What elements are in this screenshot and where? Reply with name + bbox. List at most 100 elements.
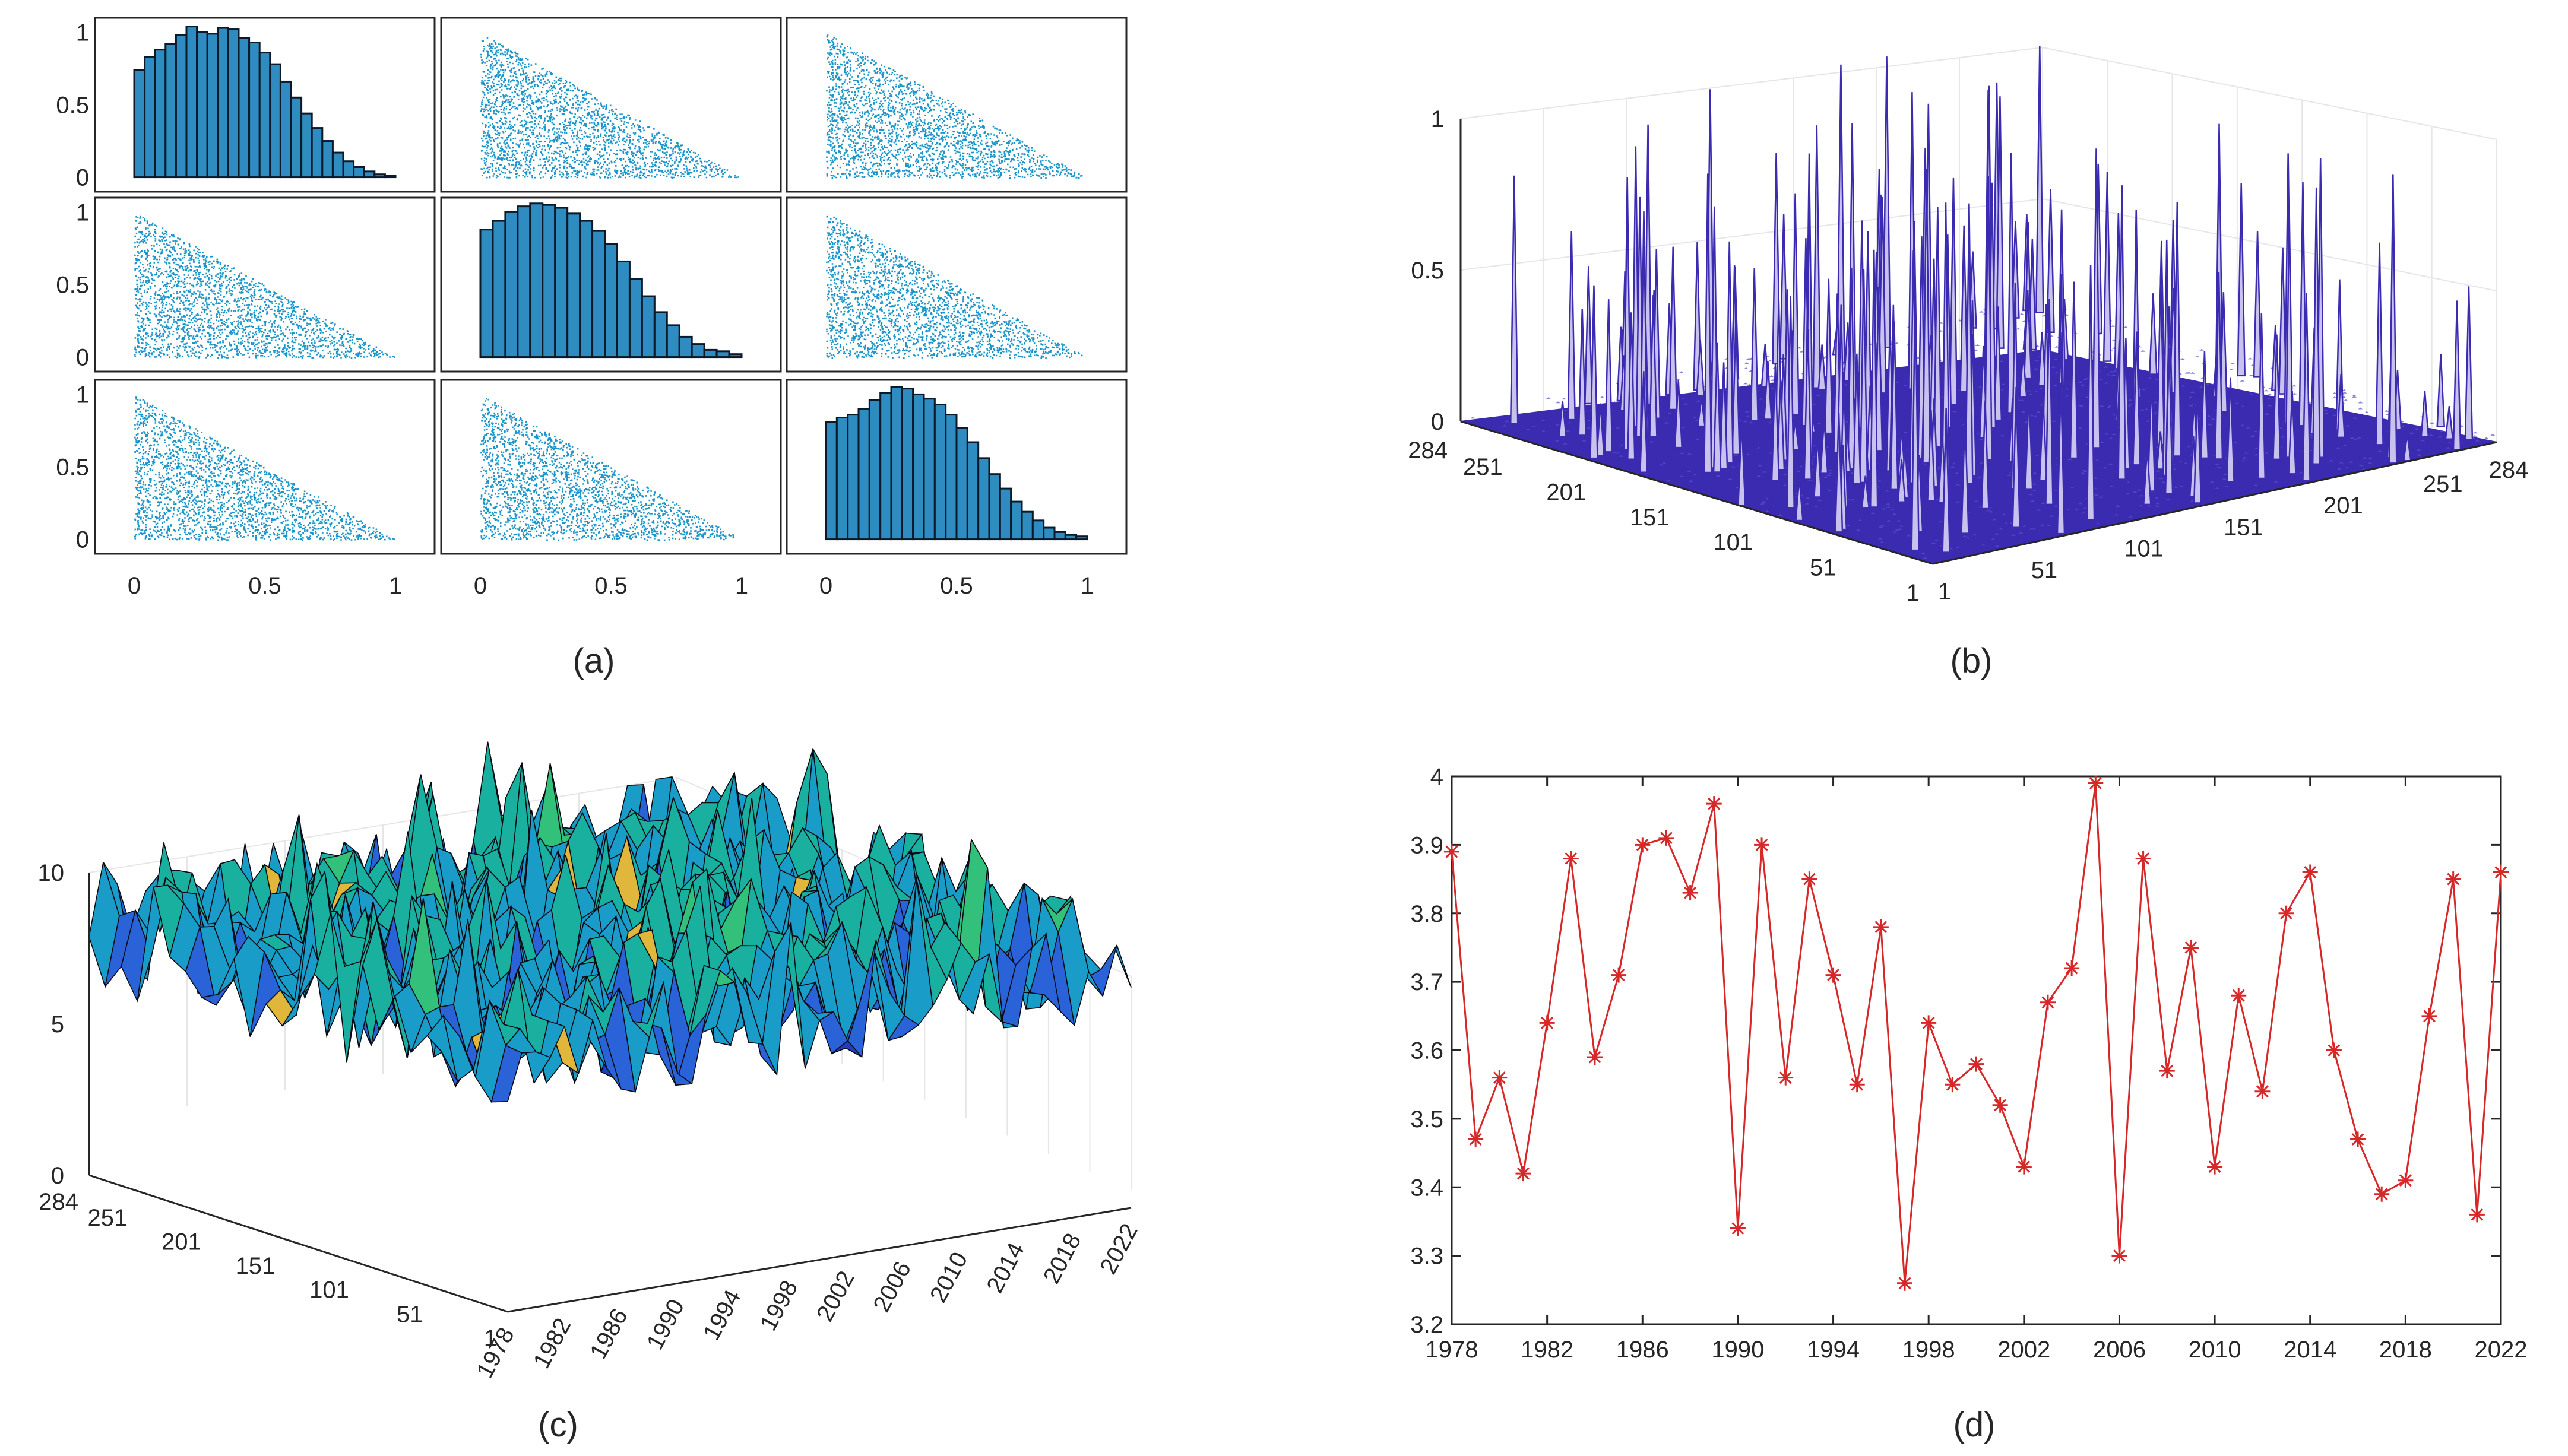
hist-bar bbox=[311, 127, 324, 179]
data-point-marker bbox=[1587, 1049, 1603, 1065]
surface-spike bbox=[2038, 400, 2048, 482]
hist-bar bbox=[901, 388, 914, 541]
y-tick: 101 bbox=[1713, 529, 1753, 556]
surface-spike bbox=[1795, 478, 1804, 522]
x-tick-label: 1994 bbox=[1807, 1337, 1860, 1363]
data-point-marker bbox=[1468, 1131, 1484, 1147]
data-point-marker bbox=[2421, 1008, 2437, 1024]
matrix-x-tick: 0 bbox=[474, 573, 487, 599]
surface-spike bbox=[1674, 380, 1683, 449]
matrix-y-tick: 0.5 bbox=[56, 455, 89, 481]
data-point-marker bbox=[1754, 837, 1770, 853]
hist-bar bbox=[279, 80, 292, 179]
x-tick-label: 1982 bbox=[1521, 1337, 1573, 1363]
y-tick: 1 bbox=[1907, 580, 1920, 606]
matrix-x-tick: 1 bbox=[389, 573, 402, 599]
data-point-marker bbox=[2183, 940, 2199, 956]
matrix-x-tick: 0 bbox=[819, 573, 832, 599]
data-point-marker bbox=[1515, 1166, 1531, 1182]
hist-bar bbox=[579, 220, 594, 359]
hist-bar bbox=[227, 28, 240, 179]
surface-spike bbox=[1859, 269, 1869, 484]
surface-spike bbox=[2147, 380, 2156, 492]
scatter-points bbox=[826, 34, 1083, 179]
x-tick: 1990 bbox=[642, 1295, 690, 1354]
surface-spike bbox=[1803, 329, 1813, 480]
hist-bar bbox=[258, 52, 271, 179]
surface-spike bbox=[2045, 299, 2054, 506]
y-tick-label: 3.2 bbox=[1410, 1312, 1443, 1338]
y-tick: 251 bbox=[87, 1205, 127, 1231]
surface-spike bbox=[1703, 173, 1712, 474]
data-point-marker bbox=[1682, 885, 1698, 901]
x-tick: 51 bbox=[2031, 557, 2058, 583]
surface-spike bbox=[1509, 175, 1519, 425]
surface-spike bbox=[1725, 241, 1734, 464]
x-tick-label: 1998 bbox=[1902, 1337, 1955, 1363]
surface-spike bbox=[1626, 312, 1636, 460]
y-axis bbox=[88, 1174, 508, 1313]
data-point-marker bbox=[1778, 1070, 1794, 1086]
hist-bar bbox=[342, 160, 355, 179]
hist-bar bbox=[666, 324, 680, 359]
hist-bar bbox=[363, 170, 376, 179]
matrix-cell-r1-c1 bbox=[440, 196, 782, 373]
hist-bar bbox=[1043, 526, 1056, 541]
hist-bar bbox=[728, 353, 743, 359]
surface-spike bbox=[1882, 56, 1891, 348]
hist-bar bbox=[554, 207, 569, 359]
data-point-marker bbox=[2135, 851, 2151, 867]
hist-bar bbox=[825, 421, 838, 541]
scatter-points bbox=[134, 215, 395, 359]
x-tick: 284 bbox=[2489, 457, 2529, 483]
hist-bar bbox=[566, 212, 581, 359]
surface-spike bbox=[1961, 414, 1969, 534]
surface-spike bbox=[2069, 281, 2079, 459]
data-point-marker bbox=[2159, 1063, 2175, 1079]
hist-bar bbox=[857, 408, 870, 541]
hist-bar bbox=[331, 151, 344, 179]
surface-spike bbox=[1584, 266, 1593, 405]
x-tick-label: 2018 bbox=[2379, 1337, 2432, 1363]
x-axis bbox=[507, 1207, 1132, 1313]
surface-spike bbox=[2056, 382, 2066, 535]
surface-spike bbox=[2102, 172, 2112, 362]
hist-bar bbox=[847, 414, 860, 541]
hist-bar bbox=[133, 69, 146, 179]
surface-spike bbox=[2219, 292, 2228, 413]
x-tick: 2002 bbox=[812, 1267, 860, 1325]
hist-bar bbox=[1064, 534, 1078, 541]
matrix-cell-r0-c2 bbox=[786, 17, 1128, 193]
surface-spike bbox=[1984, 176, 1993, 461]
data-point-marker bbox=[1658, 830, 1674, 846]
z-tick: 5 bbox=[51, 1011, 64, 1038]
data-point-marker bbox=[2350, 1131, 2366, 1147]
surface-spike bbox=[1791, 193, 1800, 416]
surface-spike bbox=[1776, 379, 1785, 471]
surface-spike bbox=[1750, 268, 1759, 422]
data-point-marker bbox=[1873, 919, 1889, 935]
matrix-y-tick: 1 bbox=[76, 20, 89, 46]
hist-bar bbox=[1053, 531, 1066, 541]
hist-bar bbox=[353, 166, 365, 179]
hist-bar bbox=[300, 112, 313, 179]
matrix-x-tick: 0.5 bbox=[594, 573, 628, 599]
y-tick: 51 bbox=[397, 1301, 423, 1327]
x-tick-label: 2002 bbox=[1997, 1337, 2050, 1363]
x-tick: 1998 bbox=[755, 1276, 803, 1335]
z-tick: 1 bbox=[1431, 106, 1444, 132]
hist-bar bbox=[616, 260, 631, 359]
data-point-marker bbox=[2398, 1172, 2414, 1188]
hist-bar bbox=[715, 350, 730, 359]
matrix-x-tick: 0.5 bbox=[248, 573, 281, 599]
y-tick-label: 3.7 bbox=[1410, 969, 1443, 995]
z-tick: 0 bbox=[1431, 409, 1444, 435]
panel-c-label: (c) bbox=[538, 1406, 578, 1444]
surface-spike bbox=[2420, 391, 2430, 437]
x-tick-label: 1978 bbox=[1426, 1337, 1478, 1363]
matrix-cell-r2-c0 bbox=[94, 379, 436, 555]
surface-spike bbox=[1922, 169, 1931, 464]
data-point-marker bbox=[1539, 1015, 1555, 1031]
matrix-cell-frame bbox=[786, 17, 1128, 193]
